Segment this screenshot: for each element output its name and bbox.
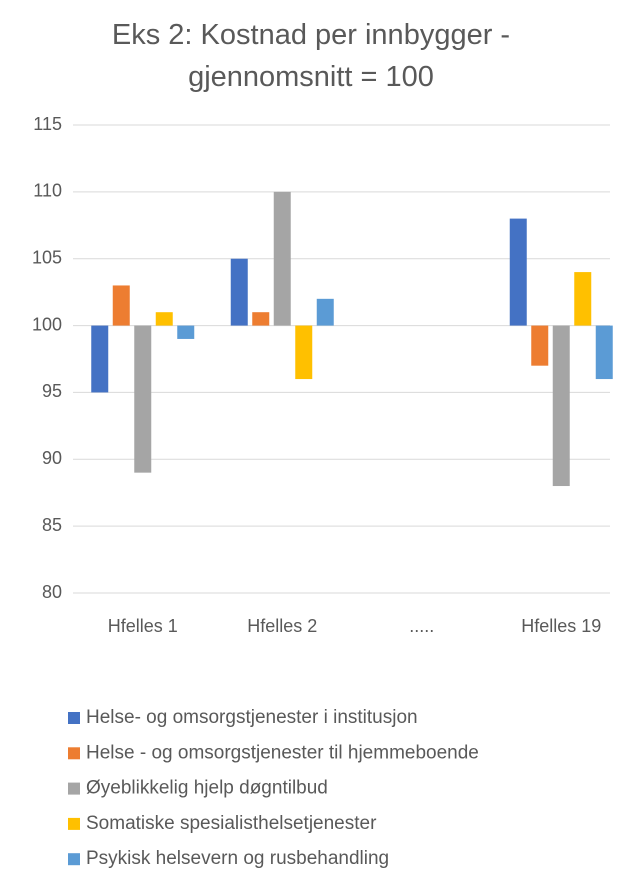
legend-label: Helse- og omsorgstjenester i institusjon [86,707,418,728]
bar [112,285,130,326]
legend-swatch [68,747,80,760]
bar [295,325,313,380]
x-tick-label: Hfelles 1 [108,616,178,636]
x-tick-label: ..... [409,616,434,636]
y-tick-label: 105 [32,247,62,267]
bar [177,325,195,339]
y-tick-label: 110 [33,181,62,201]
bar [91,325,109,393]
legend-swatch [68,853,80,866]
legend-swatch [68,817,80,830]
y-tick-label: 100 [32,314,62,334]
legend-swatch [68,782,80,795]
y-tick-label: 90 [42,448,62,468]
bar [509,218,527,326]
y-tick-label: 85 [42,515,62,535]
legend-label: Øyeblikkelig hjelp døgntilbud [86,778,328,799]
bar [316,298,334,326]
bar [552,325,570,487]
bar [595,325,613,380]
y-tick-label: 95 [42,381,62,401]
legend-swatch [68,712,80,724]
chart-title: Eks 2: Kostnad per innbygger - gjennomsn… [111,19,511,93]
bar [230,258,248,326]
x-tick-label: Hfelles 19 [521,616,601,636]
legend-label: Helse - og omsorgstjenester til hjemmebo… [86,742,479,763]
bar [531,325,549,366]
bar [252,312,270,326]
bar [574,272,592,326]
legend-label: Psykisk helsevern og rusbehandling [86,848,389,869]
y-tick-label: 80 [42,582,62,602]
bar [134,325,152,473]
y-tick-label: 115 [33,114,62,134]
x-tick-label: Hfelles 2 [247,616,317,636]
bar [155,312,173,326]
legend-label: Somatiske spesialisthelsetjenester [86,813,377,834]
bar [273,191,291,326]
